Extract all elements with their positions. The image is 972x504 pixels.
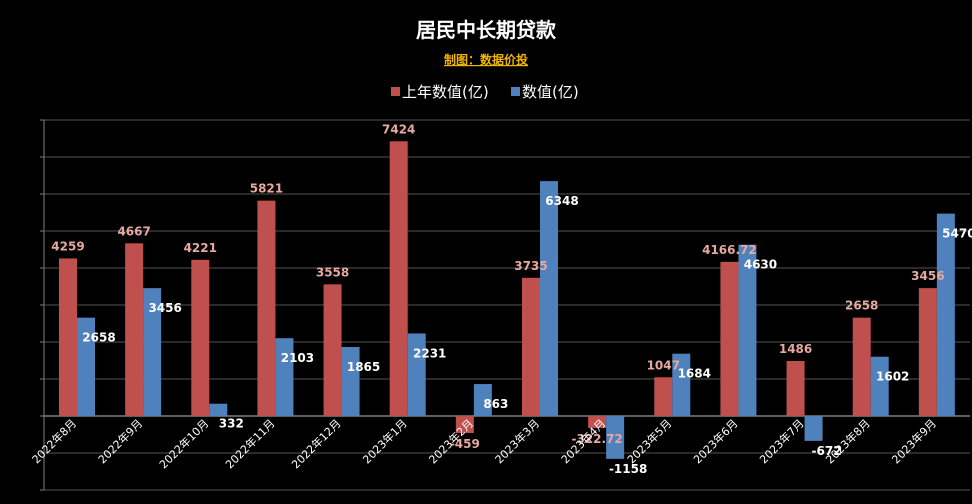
bar-value xyxy=(804,416,823,441)
bar-value xyxy=(936,213,955,416)
data-label-value: 2231 xyxy=(413,346,446,360)
data-label-value: 2103 xyxy=(281,351,314,365)
data-label-value: -1158 xyxy=(609,462,647,476)
bar-value xyxy=(341,346,360,416)
data-label-value: 332 xyxy=(219,417,244,431)
bars xyxy=(59,141,955,459)
data-label-last-year: 3456 xyxy=(911,269,944,283)
data-label-last-year: 1486 xyxy=(779,342,812,356)
legend: 上年数值(亿) 数值(亿) xyxy=(391,83,579,101)
data-label-last-year: 4221 xyxy=(184,241,217,255)
bar-last-year xyxy=(59,258,77,416)
data-label-last-year: -459 xyxy=(450,437,480,451)
bar-value xyxy=(143,288,162,416)
bar-value xyxy=(738,244,757,416)
bar-value xyxy=(473,384,492,416)
data-label-last-year: 4667 xyxy=(117,224,150,238)
data-label-last-year: -322.72 xyxy=(571,432,622,446)
bar-value xyxy=(672,353,691,416)
data-label-value: 1865 xyxy=(347,360,380,374)
chart-title: 居民中长期贷款 xyxy=(416,18,557,42)
data-label-value: 863 xyxy=(483,397,508,411)
legend-label-last-year: 上年数值(亿) xyxy=(402,83,489,101)
bar-last-year xyxy=(522,277,540,416)
data-label-value: 2658 xyxy=(82,331,115,345)
bar-last-year xyxy=(191,259,210,416)
data-label-value: 4630 xyxy=(744,258,777,272)
bar-last-year xyxy=(720,261,739,416)
data-label-last-year: 3735 xyxy=(514,259,547,273)
data-label-last-year: 4166.72 xyxy=(702,243,757,257)
bar-last-year xyxy=(852,317,871,416)
data-label-last-year: 2658 xyxy=(845,299,878,313)
data-label-last-year: 7424 xyxy=(382,122,415,136)
bar-value xyxy=(209,403,228,416)
legend-swatch-value xyxy=(511,87,520,96)
bar-value xyxy=(407,333,426,416)
data-label-value: -672 xyxy=(812,444,842,458)
bar-last-year xyxy=(257,200,276,416)
bar-value xyxy=(870,356,889,416)
bar-last-year xyxy=(125,243,144,416)
data-labels: 4259 2658 4667 3456 4221 332 5821 2103 3558 1865 7… xyxy=(51,122,972,476)
data-label-last-year: 4259 xyxy=(51,239,84,253)
bar-last-year xyxy=(323,284,342,416)
legend-label-value: 数值(亿) xyxy=(522,83,579,101)
data-label-value: 1602 xyxy=(876,370,909,384)
data-label-value: 6348 xyxy=(545,194,578,208)
bar-last-year xyxy=(918,288,937,416)
data-label-last-year: 3558 xyxy=(316,265,349,279)
data-label-value: 1684 xyxy=(678,367,711,381)
bar-last-year xyxy=(389,141,408,416)
chart-subtitle: 制图：数据价投 xyxy=(444,52,528,67)
data-label-value: 3456 xyxy=(148,301,181,315)
bar-value xyxy=(540,181,558,416)
bar-last-year xyxy=(654,377,673,416)
bar-last-year xyxy=(786,361,805,416)
bar-value xyxy=(77,317,95,416)
bar-last-year xyxy=(455,416,474,433)
data-label-value: 5470 xyxy=(942,227,972,241)
bar-last-year xyxy=(588,416,607,428)
legend-swatch-last-year xyxy=(391,87,400,96)
bar-value xyxy=(275,338,294,416)
data-label-last-year: 5821 xyxy=(250,182,283,196)
bar-value xyxy=(606,416,625,459)
data-label-last-year: 1047 xyxy=(647,358,680,372)
